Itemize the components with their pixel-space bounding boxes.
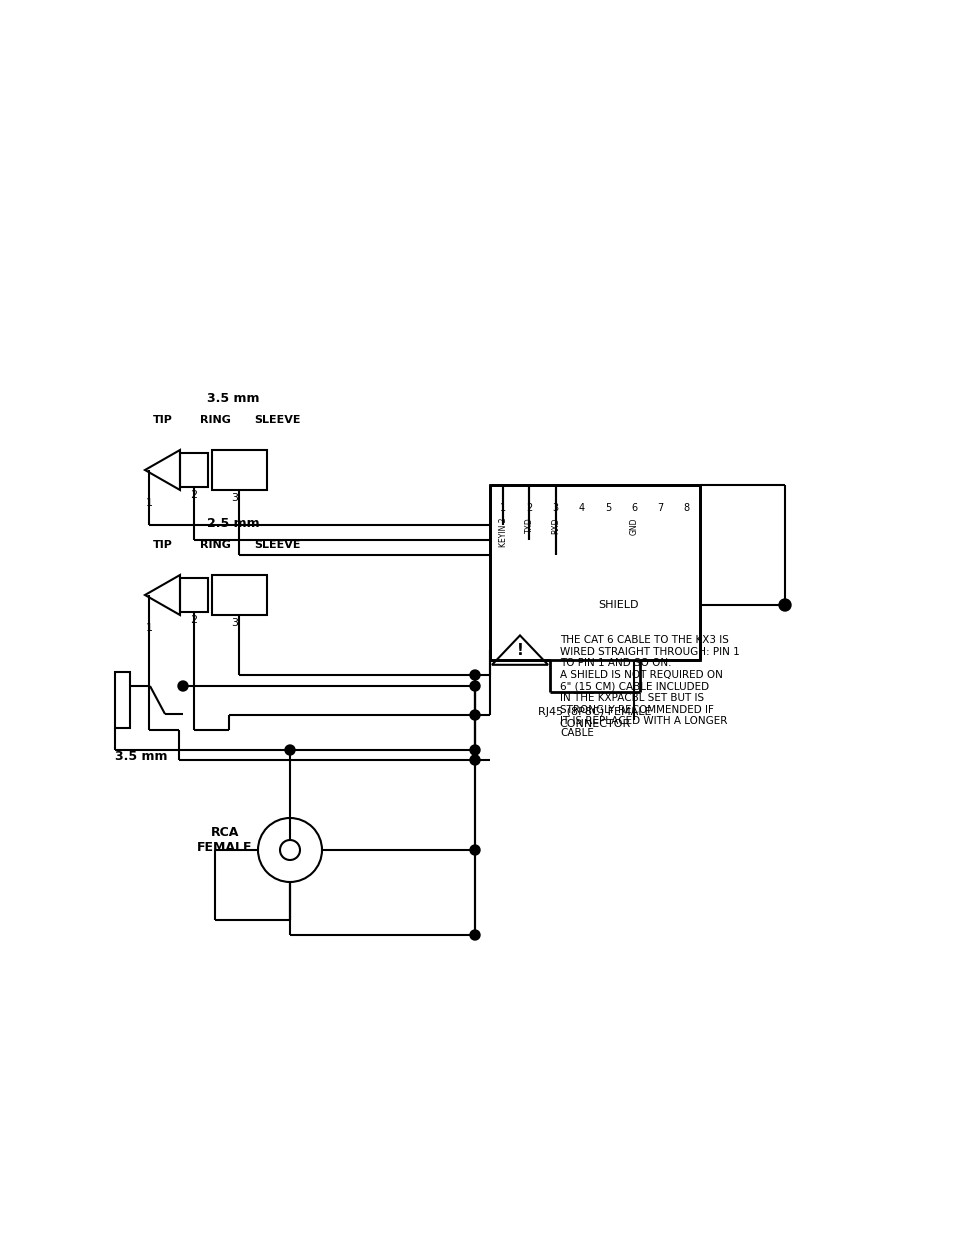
Text: !: !	[516, 642, 523, 657]
Circle shape	[470, 671, 479, 680]
Text: TIP: TIP	[152, 540, 172, 550]
Text: 1: 1	[146, 498, 152, 508]
Text: THE CAT 6 CABLE TO THE KX3 IS
WIRED STRAIGHT THROUGH: PIN 1
TO PIN 1 AND SO ON.
: THE CAT 6 CABLE TO THE KX3 IS WIRED STRA…	[559, 635, 739, 737]
Text: 3: 3	[552, 503, 558, 513]
Bar	[115, 672, 130, 727]
Text: 4: 4	[578, 503, 584, 513]
Circle shape	[470, 680, 479, 692]
Bar	[180, 578, 208, 613]
Text: 2: 2	[191, 615, 197, 625]
Text: GND: GND	[629, 517, 639, 535]
Text: RJ45 (8P8C) FEMALE
CONNECTOR: RJ45 (8P8C) FEMALE CONNECTOR	[537, 706, 651, 729]
Text: 3.5 mm: 3.5 mm	[115, 750, 168, 763]
Circle shape	[285, 745, 294, 755]
Circle shape	[470, 745, 479, 755]
Circle shape	[470, 710, 479, 720]
Text: RCA
FEMALE: RCA FEMALE	[197, 826, 253, 853]
Text: 3: 3	[231, 618, 237, 629]
Bar	[490, 485, 700, 659]
Text: 2: 2	[191, 490, 197, 500]
Text: TIP: TIP	[152, 415, 172, 425]
Text: 3.5 mm: 3.5 mm	[207, 391, 259, 405]
Text: RING: RING	[199, 415, 231, 425]
Text: SLEEVE: SLEEVE	[254, 415, 301, 425]
Bar	[212, 450, 267, 490]
Bar	[212, 576, 267, 615]
Text: SHIELD: SHIELD	[598, 600, 638, 610]
Circle shape	[470, 755, 479, 764]
Text: TXD: TXD	[524, 517, 534, 532]
Text: 8: 8	[683, 503, 689, 513]
Text: SLEEVE: SLEEVE	[254, 540, 301, 550]
Text: RXD: RXD	[551, 517, 559, 534]
Text: KEYIN 2: KEYIN 2	[498, 517, 507, 547]
Circle shape	[470, 845, 479, 855]
Circle shape	[178, 680, 188, 692]
Text: 2.5 mm: 2.5 mm	[207, 517, 259, 530]
Circle shape	[779, 599, 790, 611]
Text: RING: RING	[199, 540, 231, 550]
Bar	[180, 453, 208, 487]
Text: 3: 3	[231, 493, 237, 503]
Text: 5: 5	[604, 503, 611, 513]
Text: 6: 6	[631, 503, 637, 513]
Text: 2: 2	[526, 503, 532, 513]
Circle shape	[470, 930, 479, 940]
Text: 7: 7	[657, 503, 663, 513]
Text: 1: 1	[499, 503, 506, 513]
Text: 1: 1	[146, 622, 152, 634]
